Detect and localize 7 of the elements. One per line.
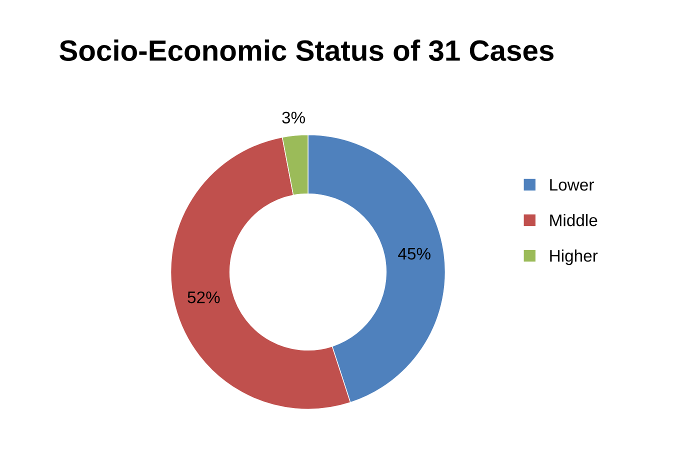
legend-label: Higher bbox=[550, 250, 598, 266]
legend-label: Lower bbox=[550, 179, 594, 191]
data-label: 52% bbox=[188, 291, 220, 304]
data-label: 3% bbox=[282, 112, 305, 124]
data-label: 45% bbox=[398, 248, 430, 260]
chart-title: Socio-Economic Status of 31 Cases bbox=[60, 40, 554, 61]
legend-label: Middle bbox=[550, 214, 598, 226]
